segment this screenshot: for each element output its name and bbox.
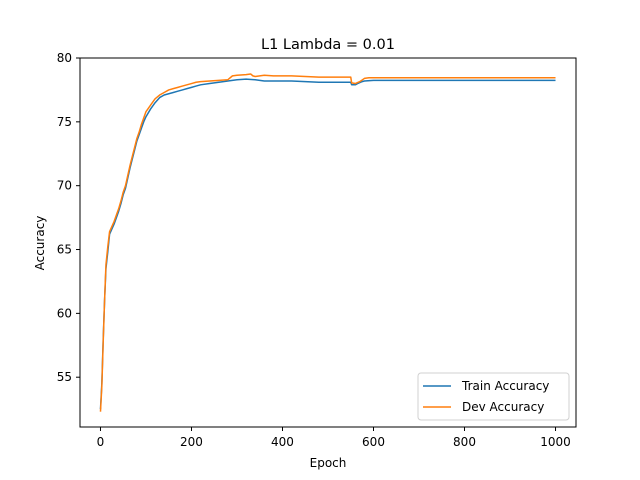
x-tick-label: 600 [362, 435, 385, 449]
x-tick-label: 1000 [540, 435, 571, 449]
x-tick-label: 800 [453, 435, 476, 449]
legend-label-train: Train Accuracy [461, 379, 549, 393]
axes-background [80, 58, 576, 427]
y-tick-label: 60 [57, 306, 72, 320]
y-tick-label: 75 [57, 115, 72, 129]
x-tick-label: 400 [271, 435, 294, 449]
y-tick-label: 70 [57, 179, 72, 193]
x-axis-label: Epoch [310, 456, 347, 470]
y-tick-label: 65 [57, 243, 72, 257]
chart-title: L1 Lambda = 0.01 [261, 37, 395, 53]
x-tick-label: 0 [97, 435, 105, 449]
y-axis-label: Accuracy [33, 216, 47, 271]
plot-area [80, 58, 576, 427]
y-tick-label: 55 [57, 370, 72, 384]
legend-label-dev: Dev Accuracy [462, 400, 544, 414]
legend: Train Accuracy Dev Accuracy [418, 373, 569, 420]
y-tick-label: 80 [57, 51, 72, 65]
x-tick-label: 200 [180, 435, 203, 449]
